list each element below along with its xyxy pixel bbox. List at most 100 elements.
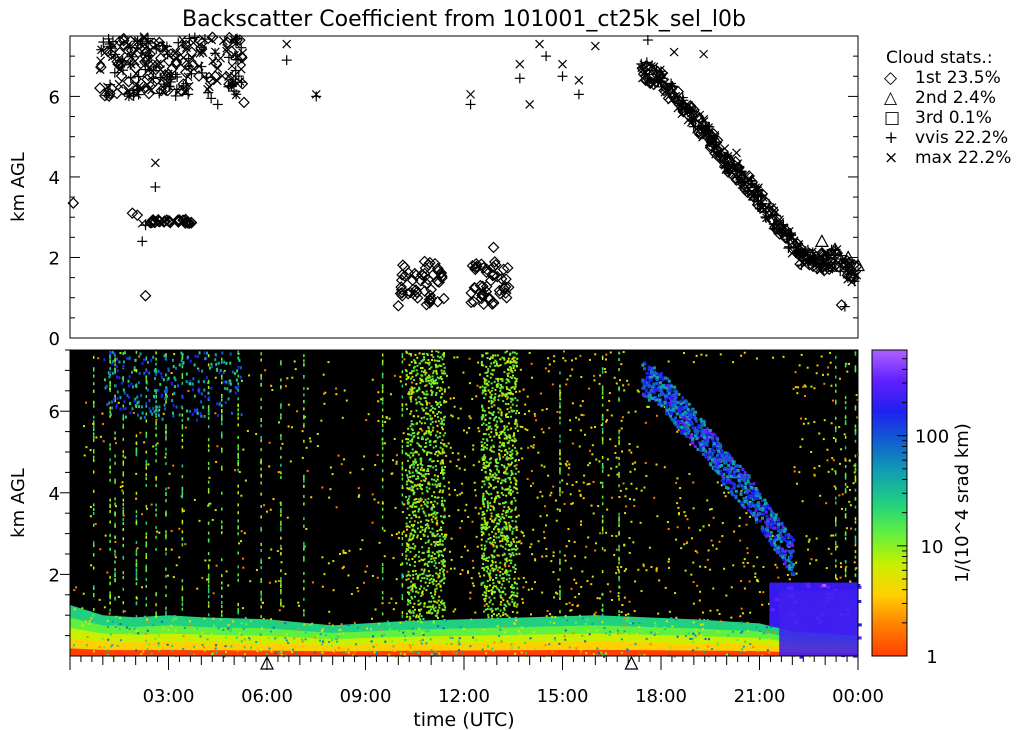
stripe-speck bbox=[835, 559, 837, 563]
noise-speck bbox=[287, 403, 290, 406]
stripe-speck bbox=[260, 590, 262, 594]
precip-speck bbox=[414, 554, 417, 557]
stripe-speck bbox=[559, 489, 561, 493]
noise-speck bbox=[664, 586, 667, 589]
noise-speck bbox=[563, 502, 566, 505]
noise-speck bbox=[367, 413, 370, 416]
noise-speck bbox=[723, 491, 726, 494]
stripe-speck bbox=[559, 558, 561, 562]
noise-speck bbox=[698, 599, 701, 602]
precip-speck bbox=[493, 597, 496, 600]
stripe-speck bbox=[835, 401, 837, 405]
precip-speck bbox=[486, 357, 489, 360]
noise-speck bbox=[394, 506, 397, 509]
noise-speck bbox=[566, 460, 569, 463]
precip-speck bbox=[414, 451, 417, 454]
marker-vvis bbox=[105, 43, 116, 54]
noise-speck bbox=[579, 354, 582, 357]
precip-speck bbox=[440, 369, 443, 372]
noise-speck bbox=[517, 514, 520, 517]
precip-speck bbox=[514, 526, 517, 529]
precip-speck bbox=[488, 574, 491, 577]
stripe-speck bbox=[280, 362, 282, 366]
precip-speck bbox=[444, 432, 447, 435]
noise-speck bbox=[376, 454, 379, 457]
noise-speck bbox=[246, 430, 249, 433]
precip-speck bbox=[513, 361, 516, 364]
precip-speck bbox=[515, 364, 518, 367]
noise-speck bbox=[849, 580, 852, 583]
precip-speck bbox=[423, 577, 426, 580]
marker-1st bbox=[848, 258, 860, 271]
precip-speck bbox=[431, 581, 434, 584]
noise-speck bbox=[340, 463, 343, 466]
precip-speck bbox=[494, 477, 497, 480]
stripe-speck bbox=[92, 544, 95, 548]
noise-speck bbox=[830, 422, 833, 425]
precip-speck bbox=[419, 463, 422, 466]
marker-1st bbox=[751, 198, 764, 211]
noise-speck bbox=[699, 565, 702, 568]
precip-speck bbox=[423, 371, 426, 374]
stripe-speck bbox=[92, 432, 95, 436]
noise-speck bbox=[605, 419, 608, 422]
stripe-speck bbox=[844, 574, 847, 578]
stripe-speck bbox=[601, 438, 604, 442]
precip-speck bbox=[430, 405, 433, 408]
marker-1st bbox=[126, 207, 139, 220]
precip-speck bbox=[485, 379, 488, 382]
precip-speck bbox=[414, 561, 417, 564]
stripe-speck bbox=[381, 372, 384, 376]
noise-speck bbox=[556, 508, 559, 511]
precip-speck bbox=[424, 562, 427, 565]
noise-speck bbox=[845, 565, 848, 568]
precip-speck bbox=[405, 578, 408, 581]
stripe-speck bbox=[145, 584, 148, 588]
noise-speck bbox=[99, 435, 102, 438]
stripe-speck bbox=[601, 495, 604, 499]
noise-speck bbox=[827, 470, 830, 473]
noise-speck bbox=[740, 354, 743, 357]
noise-speck bbox=[287, 425, 290, 428]
marker-1st bbox=[495, 273, 508, 285]
stripe-speck bbox=[618, 398, 620, 402]
precip-speck bbox=[495, 360, 498, 363]
stripe-speck bbox=[618, 351, 620, 355]
precip-speck bbox=[514, 472, 517, 475]
stripe-speck bbox=[303, 494, 305, 498]
noise-speck bbox=[543, 465, 546, 468]
noise-speck bbox=[533, 581, 536, 584]
precip-speck bbox=[489, 391, 492, 394]
stripe-speck bbox=[260, 526, 262, 530]
stripe-speck bbox=[618, 561, 620, 565]
precip-speck bbox=[508, 508, 511, 511]
precip-speck bbox=[505, 386, 508, 389]
noise-speck bbox=[838, 494, 841, 497]
stripe-speck bbox=[122, 473, 125, 477]
precip-speck bbox=[501, 513, 504, 516]
precip-speck bbox=[427, 527, 430, 530]
precip-speck bbox=[406, 507, 409, 510]
precip-speck bbox=[495, 614, 498, 617]
noise-speck bbox=[603, 549, 606, 552]
stripe-speck bbox=[618, 548, 620, 552]
precip-speck bbox=[495, 497, 498, 500]
precip-speck bbox=[515, 582, 518, 585]
noise-speck bbox=[328, 496, 331, 499]
precip-speck bbox=[492, 450, 495, 453]
noise-speck bbox=[301, 456, 304, 459]
noise-speck bbox=[361, 539, 364, 542]
noise-speck bbox=[802, 422, 805, 425]
noise-speck bbox=[724, 495, 727, 498]
precip-speck bbox=[426, 393, 429, 396]
noise-speck bbox=[838, 426, 841, 429]
precip-speck bbox=[441, 496, 444, 499]
precip-speck bbox=[424, 581, 427, 584]
precip-speck bbox=[481, 486, 484, 489]
stripe-speck bbox=[835, 516, 837, 520]
noise-speck bbox=[846, 485, 849, 488]
precip-speck bbox=[514, 601, 517, 604]
noise-speck bbox=[170, 372, 173, 375]
marker-1st bbox=[488, 256, 501, 268]
precip-speck bbox=[413, 585, 416, 588]
